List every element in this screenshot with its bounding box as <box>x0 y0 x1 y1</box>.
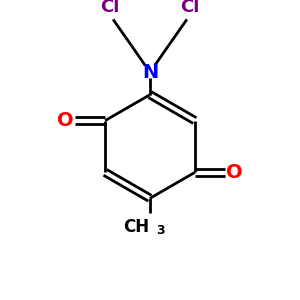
Text: Cl: Cl <box>100 0 120 16</box>
Text: O: O <box>57 111 74 130</box>
Text: O: O <box>226 163 243 182</box>
Text: 3: 3 <box>157 224 165 237</box>
Text: Cl: Cl <box>180 0 200 16</box>
Text: N: N <box>142 63 158 82</box>
Text: CH: CH <box>123 218 149 236</box>
